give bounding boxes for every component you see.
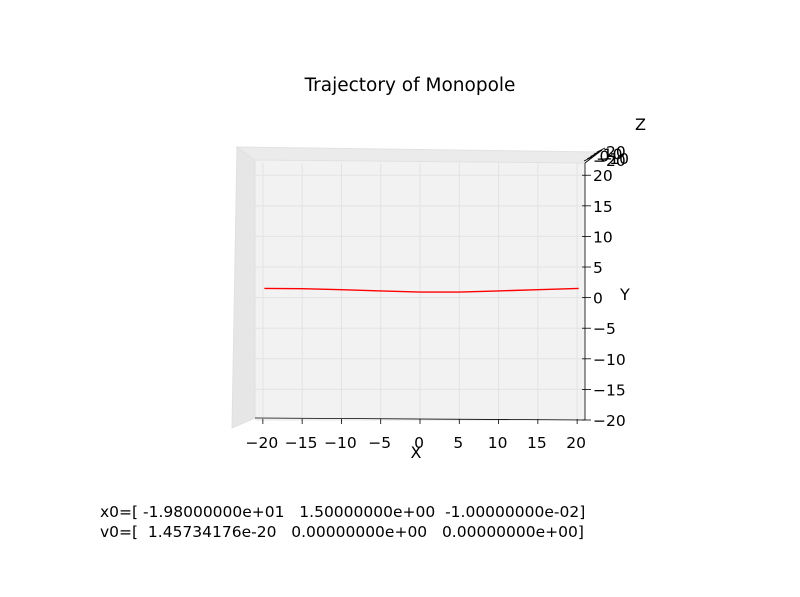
z-tick-label: 20	[606, 143, 626, 161]
v0-readout: v0=[ 1.45734176e-20 0.00000000e+00 0.000…	[100, 523, 584, 541]
z-tick-label: −20	[593, 152, 626, 170]
y-tick-label: 20	[593, 167, 613, 185]
y-tick-label: 10	[593, 228, 613, 246]
z-tick	[583, 156, 593, 162]
y-tick-label: 5	[593, 259, 603, 277]
z-axis-line	[584, 149, 603, 164]
axes-panes	[231, 146, 602, 429]
x0-readout: x0=[ -1.98000000e+01 1.50000000e+00 -1.0…	[100, 503, 586, 521]
y-tick-label: −15	[593, 381, 626, 399]
x-tick-label: 5	[453, 434, 463, 452]
y-axis-label: Y	[619, 285, 630, 304]
x-tick-label: 15	[527, 434, 547, 452]
y-tick-label: −20	[593, 412, 626, 430]
initial-conditions: x0=[ -1.98000000e+01 1.50000000e+00 -1.0…	[100, 502, 585, 542]
left-pane	[231, 146, 256, 429]
series-layer	[264, 287, 579, 293]
x-tick-label: −10	[324, 434, 357, 452]
z-tick	[590, 152, 599, 157]
z-tick	[587, 154, 596, 160]
x-tick-label: −5	[368, 434, 391, 452]
top-pane	[235, 146, 602, 164]
y-tick-label: 0	[593, 290, 603, 308]
x-tick-label: 10	[488, 434, 508, 452]
x-tick-label: 20	[566, 434, 586, 452]
chart-title: Trajectory of Monopole	[304, 75, 516, 96]
y-tick-label: −10	[593, 351, 626, 369]
x-tick-label: −20	[245, 434, 278, 452]
z-axis-label: Z	[635, 115, 646, 134]
x-tick-label: 0	[414, 434, 424, 452]
x-axis-label: X	[411, 443, 422, 462]
x-axis: −20 −15 −10 −5 0 5 10 15 20	[245, 417, 586, 452]
y-tick-label: −5	[593, 320, 616, 338]
trajectory-line	[264, 287, 579, 293]
y-axis: −20 −15 −10 −5 0 5 10 15 20	[582, 163, 626, 430]
grid-lines	[255, 163, 585, 421]
z-tick-label: 0	[600, 148, 610, 166]
z-tick-label: 10	[603, 145, 623, 163]
z-tick-label: −10	[596, 150, 629, 168]
y-tick-label: 15	[593, 198, 613, 216]
z-tick	[593, 149, 602, 155]
z-tick	[596, 147, 606, 153]
x-tick-label: −15	[285, 434, 318, 452]
